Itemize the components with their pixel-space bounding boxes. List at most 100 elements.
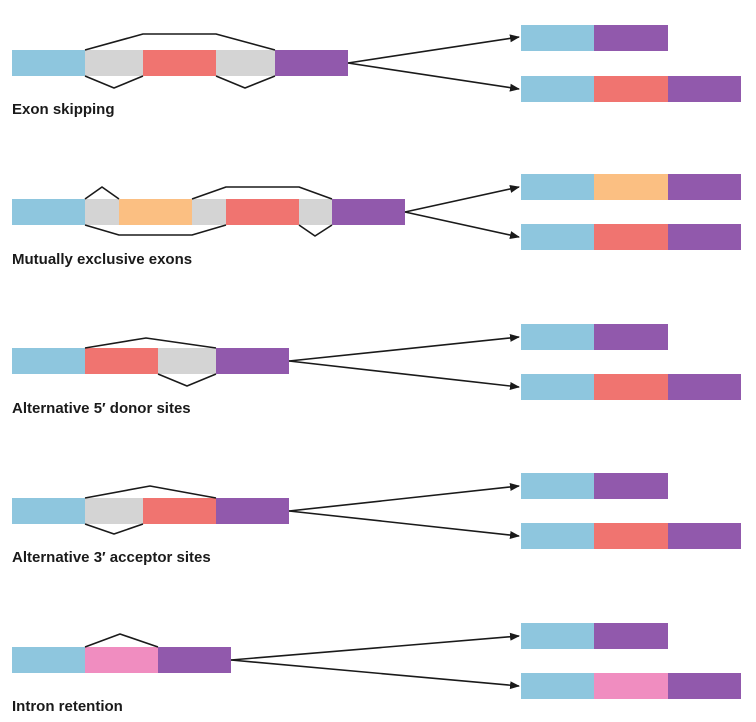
pre-mrna (12, 50, 348, 76)
pre-mrna (12, 498, 289, 524)
exon-orange (119, 199, 192, 225)
exon-purple (332, 199, 405, 225)
intron-removal-junction-line (84, 633, 159, 648)
exon-red (143, 50, 216, 76)
mrna-product-1 (521, 623, 668, 649)
exon-red (594, 374, 668, 400)
arrow-to-product-1 (288, 482, 520, 512)
panel-label: Alternative 5′ donor sites (12, 400, 191, 417)
arrows (230, 632, 520, 690)
downstream-acceptor-junction-line (84, 485, 217, 499)
exon-orange (594, 174, 668, 200)
exon-purple (668, 76, 741, 102)
exon-blue (12, 50, 85, 76)
exon-blue (12, 498, 85, 524)
intron (85, 199, 119, 225)
pre-mrna (12, 348, 289, 374)
pre-mrna (12, 647, 231, 673)
panel-exon-skipping: Exon skipping (12, 25, 741, 118)
exon-blue (521, 523, 594, 549)
exon-blue (521, 473, 594, 499)
exon-blue (521, 25, 594, 51)
exon-red (226, 199, 299, 225)
upstream-donor-junction-line (84, 337, 217, 349)
mrna-product-2 (521, 523, 741, 549)
mrna-product-2 (521, 224, 741, 250)
arrow-to-product-2 (230, 659, 520, 690)
orange-inclusion-downstream-line (191, 186, 333, 200)
downstream-donor-junction-line (157, 373, 217, 387)
exon-blue (521, 324, 594, 350)
arrows (288, 482, 520, 540)
inclusion-junction-line (84, 75, 144, 89)
arrow-to-product-1 (230, 632, 520, 661)
exon-blue (521, 374, 594, 400)
arrow-to-product-1 (288, 333, 520, 362)
arrow-to-product-2 (347, 62, 520, 92)
mrna-product-2 (521, 673, 741, 699)
exon-purple (594, 473, 668, 499)
exon-red (85, 348, 158, 374)
mrna-product-1 (521, 324, 668, 350)
exon-blue (12, 348, 85, 374)
arrows (347, 34, 520, 92)
exon-purple (668, 523, 741, 549)
panel-alternative-3-acceptor-sites: Alternative 3′ acceptor sites (12, 473, 741, 566)
arrows (404, 185, 520, 239)
exon-purple (668, 673, 741, 699)
exon-blue (521, 76, 594, 102)
exon-purple (594, 324, 668, 350)
red-inclusion-downstream-line (298, 224, 333, 237)
panel-mutually-exclusive-exons: Mutually exclusive exons (12, 174, 741, 268)
pre-mrna (12, 199, 405, 225)
mrna-product-1 (521, 174, 741, 200)
arrow-to-product-1 (347, 34, 520, 64)
orange-inclusion-upstream-line (84, 186, 120, 200)
exon-blue (12, 647, 85, 673)
panel-intron-retention: Intron retention (12, 623, 741, 715)
arrow-to-product-2 (288, 510, 520, 540)
exon-purple (668, 224, 741, 250)
mrna-product-1 (521, 25, 668, 51)
inclusion-junction-line (215, 75, 276, 89)
panel-label: Mutually exclusive exons (12, 251, 192, 268)
splice-junction-lines (84, 633, 159, 648)
arrow-to-product-2 (288, 360, 520, 390)
exon-red (594, 523, 668, 549)
exon-blue (521, 673, 594, 699)
arrow-to-product-1 (404, 185, 520, 213)
skip-junction-line (84, 33, 276, 51)
red-inclusion-upstream-line (84, 224, 227, 236)
exon-red (594, 76, 668, 102)
exon-purple (275, 50, 348, 76)
arrow-to-product-2 (404, 211, 520, 239)
intron (192, 199, 226, 225)
panel-label: Exon skipping (12, 101, 115, 118)
exon-red (143, 498, 216, 524)
exon-blue (521, 224, 594, 250)
retained-intron-pink (594, 673, 668, 699)
exon-blue (521, 623, 594, 649)
exon-purple (668, 174, 741, 200)
exon-purple (158, 647, 231, 673)
exon-purple (594, 25, 668, 51)
splice-junction-lines (84, 337, 217, 387)
intron (216, 50, 275, 76)
intron (299, 199, 332, 225)
panel-alternative-5-donor-sites: Alternative 5′ donor sites (12, 324, 741, 417)
intron (85, 50, 143, 76)
exon-purple (668, 374, 741, 400)
mrna-product-1 (521, 473, 668, 499)
arrows (288, 333, 520, 390)
exon-red (594, 224, 668, 250)
mrna-product-2 (521, 76, 741, 102)
exon-blue (12, 199, 85, 225)
upstream-acceptor-junction-line (84, 523, 144, 535)
intron (85, 498, 143, 524)
mrna-product-2 (521, 374, 741, 400)
splice-junction-lines (84, 186, 333, 237)
panel-label: Intron retention (12, 698, 123, 715)
intron (158, 348, 216, 374)
